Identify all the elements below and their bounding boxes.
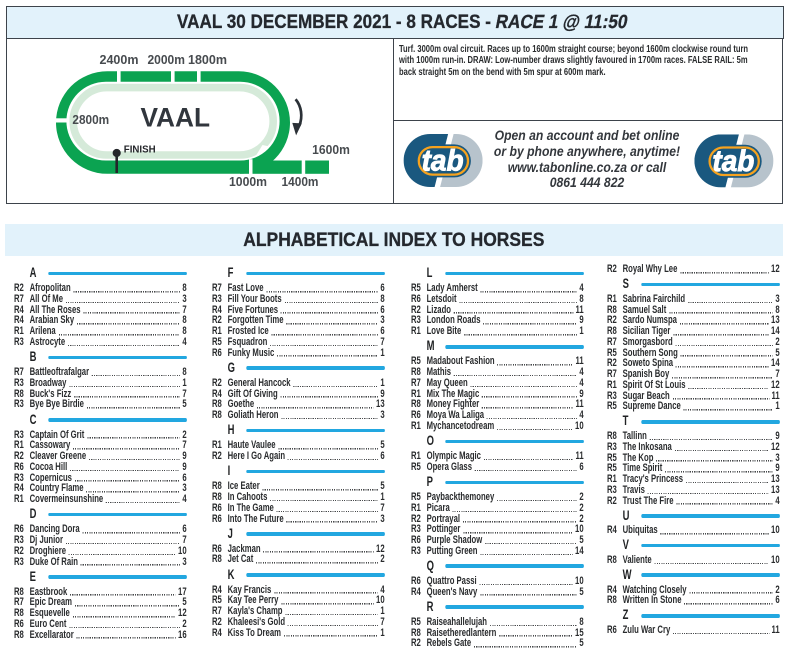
svg-text:1400m: 1400m xyxy=(282,175,319,189)
svg-text:1600m: 1600m xyxy=(312,143,350,157)
svg-text:2400m: 2400m xyxy=(100,53,139,67)
svg-text:tab: tab xyxy=(712,145,754,178)
svg-text:2000m: 2000m xyxy=(147,53,185,67)
svg-text:tab: tab xyxy=(422,145,464,178)
svg-text:VAAL: VAAL xyxy=(141,102,211,132)
svg-text:FINISH: FINISH xyxy=(124,143,156,155)
svg-text:1000m: 1000m xyxy=(229,175,267,189)
svg-text:1800m: 1800m xyxy=(188,53,227,67)
svg-text:2800m: 2800m xyxy=(72,113,109,127)
